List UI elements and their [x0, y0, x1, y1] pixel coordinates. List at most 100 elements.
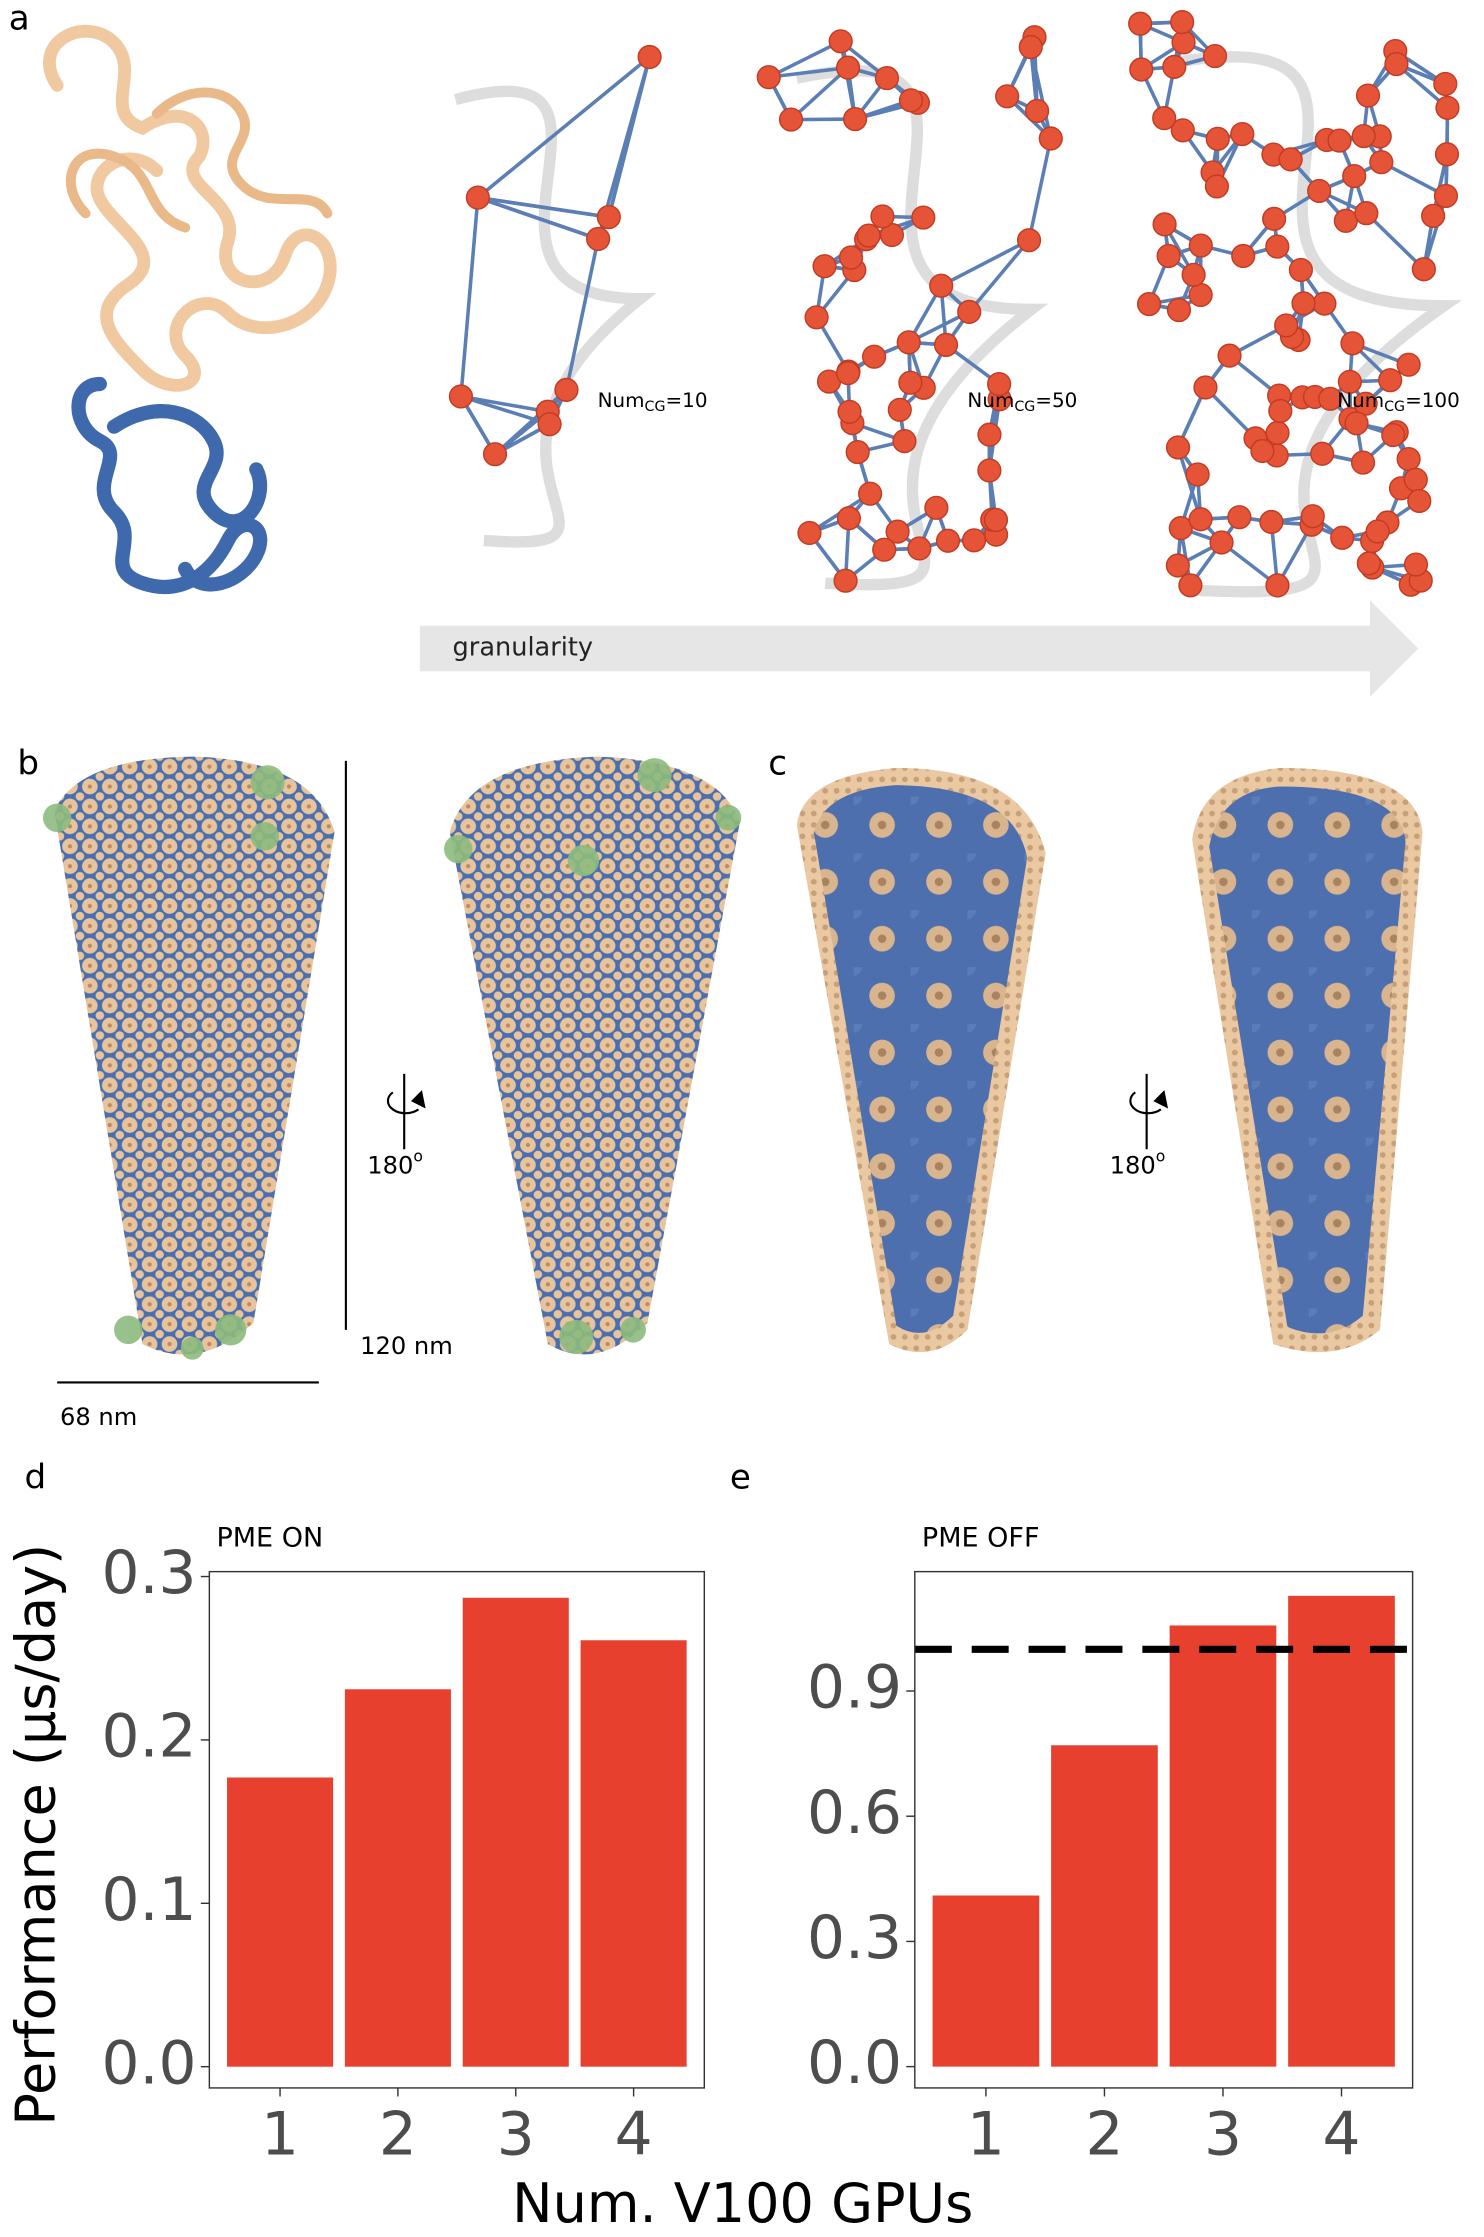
cg-bead [1357, 84, 1380, 107]
cg-bead [1412, 258, 1435, 281]
cg-annotation: NumCG=50 [967, 389, 1077, 415]
capsid-view [450, 757, 740, 1355]
cg-bead [1404, 468, 1427, 491]
text-part: Num [598, 389, 645, 412]
cg-bead [1231, 123, 1254, 146]
cg-bead [838, 400, 861, 423]
cg-bead [1166, 554, 1189, 577]
network-edge [478, 198, 598, 239]
network-edge [609, 57, 650, 217]
cg-bead [1331, 526, 1354, 549]
cg-bead [813, 255, 836, 278]
cg-bead [1260, 511, 1283, 534]
cg-bead [1341, 332, 1364, 355]
cg-bead [1308, 180, 1331, 203]
cg-bead [1328, 129, 1351, 152]
text-part: o [1156, 1146, 1166, 1165]
cg-bead [930, 274, 953, 297]
cg-bead [937, 529, 960, 552]
cg-bead [1382, 424, 1405, 447]
y-tick-label: 0.9 [807, 1654, 902, 1723]
network-edge [969, 240, 1029, 312]
cg-bead [466, 186, 489, 209]
text-part: Num [967, 389, 1014, 412]
cg-bead [1311, 442, 1334, 465]
cg-bead [1366, 520, 1389, 543]
cg-bead [1357, 552, 1380, 575]
ribbon-ghost [455, 91, 640, 542]
cg-bead [840, 246, 863, 269]
cg-bead [538, 413, 561, 436]
cg-bead [837, 362, 860, 385]
cg-bead [958, 301, 981, 324]
cg-bead [555, 378, 578, 401]
panel-label: e [730, 1458, 751, 1498]
network-edge [1029, 139, 1051, 241]
cg-bead [1301, 505, 1324, 528]
cg-bead [1279, 148, 1302, 171]
cg-bead [912, 206, 935, 229]
text-part: =50 [1035, 389, 1077, 412]
cg-bead [900, 89, 923, 112]
cg-bead [899, 371, 922, 394]
cg-bead [1266, 422, 1289, 445]
rotation-icon [388, 1074, 424, 1149]
cg-bead [1189, 508, 1212, 531]
cg-bead [1186, 463, 1209, 486]
cg-bead [1251, 440, 1274, 463]
cg-bead [1266, 235, 1289, 258]
cg-bead [1172, 31, 1195, 54]
cg-bead [1385, 53, 1408, 76]
cg-bead [1436, 143, 1459, 166]
cg-bead [857, 224, 880, 247]
cg-bead [450, 385, 473, 408]
panel-label: c [768, 744, 787, 784]
text-part: 180 [367, 1151, 413, 1179]
x-tick-label: 3 [1204, 2100, 1242, 2169]
cg-bead [1435, 185, 1458, 208]
cg-bead [859, 482, 882, 505]
cg-bead [1218, 344, 1241, 367]
cg-bead [587, 228, 610, 251]
cg-bead [1313, 292, 1336, 315]
cg-bead [978, 423, 1001, 446]
cg-bead [925, 496, 948, 519]
text-part: CG [1014, 399, 1035, 415]
cg-bead [1157, 245, 1180, 268]
cg-bead [757, 66, 780, 89]
text-part: CG [1384, 399, 1405, 415]
cg-bead [1194, 376, 1217, 399]
rotation-label: 180o [367, 1146, 423, 1179]
bar [933, 1896, 1040, 2067]
cg-bead [780, 108, 803, 131]
cg-bead [484, 443, 507, 466]
network-edge [461, 198, 478, 397]
cg-bead [985, 509, 1008, 532]
cg-bead [1275, 314, 1298, 337]
ribbon-ghost [797, 71, 1032, 585]
cg-bead [893, 430, 916, 453]
cg-bead [978, 459, 1001, 482]
cg-bead [846, 441, 869, 464]
cg-bead [1167, 436, 1190, 459]
text-part: =100 [1405, 389, 1460, 412]
cg-bead [1019, 36, 1042, 59]
y-axis-title: Performance (µs/day) [5, 1544, 68, 2126]
cg-bead [1130, 58, 1153, 81]
y-tick-label: 0.2 [102, 1703, 197, 1772]
cg-bead [1352, 125, 1375, 148]
cg-bead [798, 522, 821, 545]
cg-bead [1436, 96, 1459, 119]
cg-bead [838, 507, 861, 530]
cg-bead [1026, 100, 1049, 123]
x-tick-label: 1 [261, 2100, 299, 2169]
x-tick-label: 4 [615, 2100, 653, 2169]
cg-bead [1210, 531, 1233, 554]
bar [227, 1777, 333, 2066]
bar [1170, 1625, 1277, 2066]
panel-label: a [9, 0, 30, 38]
arrow-label: granularity [453, 633, 594, 663]
cg-bead [1153, 213, 1176, 236]
